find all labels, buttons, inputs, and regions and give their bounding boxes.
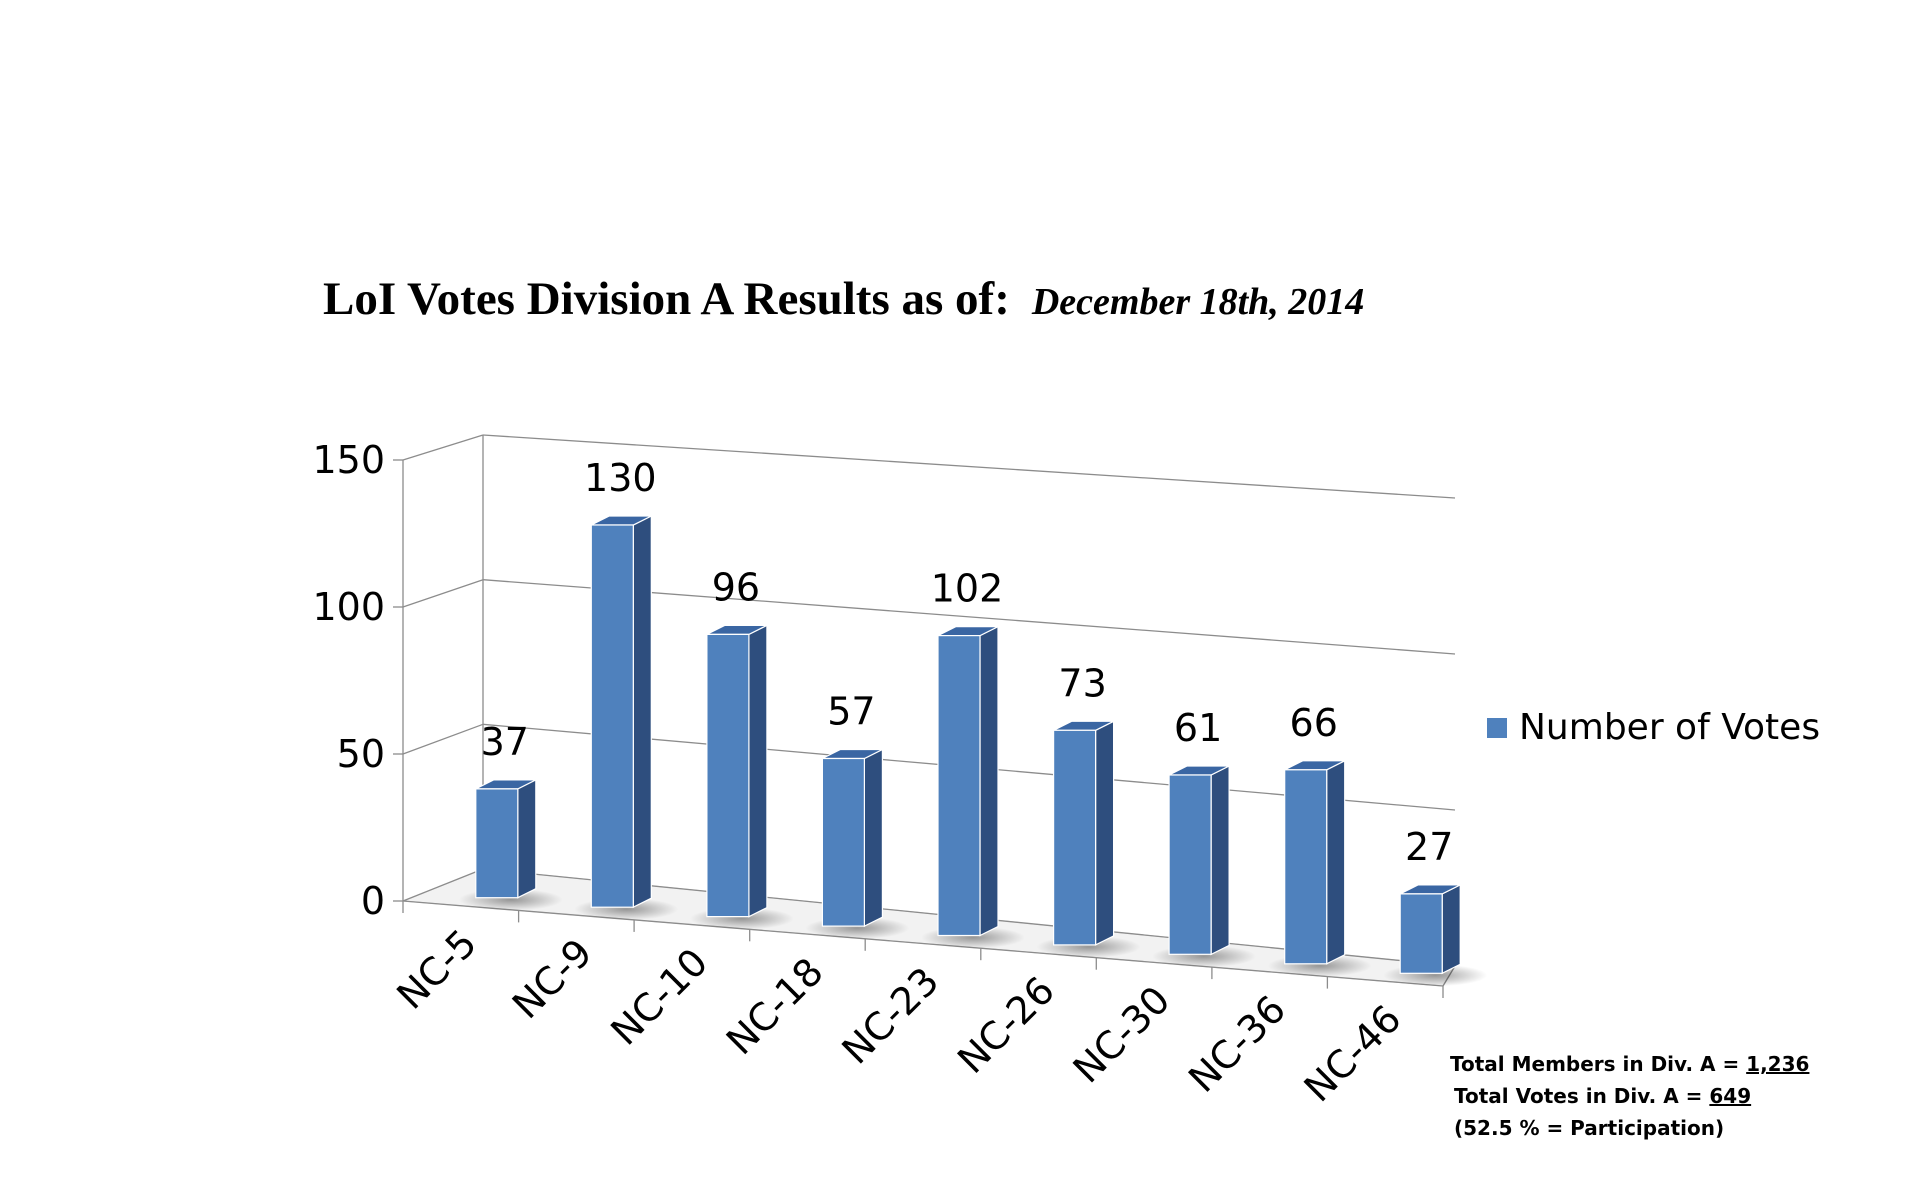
bar-NC-23 [937,625,999,937]
bar-NC-26 [1052,720,1115,946]
bar-front-NC-5 [475,788,519,899]
x-axis-line [402,900,1444,987]
bar-side-NC-30 [1210,765,1230,956]
bar-NC-10 [706,624,768,918]
total-members-label: Total Members in Div. A = [1450,1052,1747,1076]
category-label-NC-18: NC-18 [718,949,832,1063]
category-label-NC-36: NC-36 [1180,987,1294,1101]
data-label-NC-36: 66 [1290,701,1338,745]
gridline-back-150 [482,434,1456,499]
legend-label: Number of Votes [1519,707,1821,748]
bar-side-NC-18 [863,748,884,928]
bar-NC-46 [1399,883,1461,975]
bars-layer [475,515,1461,975]
category-label-NC-10: NC-10 [602,940,716,1054]
bar-NC-5 [475,778,537,899]
category-label-NC-5: NC-5 [388,921,485,1018]
bar-front-NC-10 [706,633,750,918]
bar-NC-18 [821,748,884,928]
data-label-NC-5: 37 [481,720,529,764]
bar-front-NC-9 [590,524,634,908]
data-label-NC-23: 102 [931,567,1004,611]
data-label-NC-26: 73 [1058,661,1106,705]
y-tick-label-50: 50 [337,732,385,776]
gridline-side-150 [402,434,484,461]
bar-front-NC-30 [1168,774,1212,955]
data-label-NC-18: 57 [827,690,875,734]
category-label-NC-23: NC-23 [833,959,947,1073]
bar-NC-30 [1168,765,1230,956]
bar-side-NC-5 [517,778,537,899]
bar-front-NC-23 [937,634,981,937]
y-tick-label-150: 150 [312,438,385,482]
bar-front-NC-46 [1399,893,1443,974]
legend-swatch [1487,717,1507,738]
data-label-NC-9: 130 [584,456,657,500]
chart-legend: Number of Votes [1487,707,1820,748]
gridline-side-50 [402,723,484,755]
bar-side-NC-46 [1441,883,1461,975]
gridline-side-0 [402,868,484,902]
total-members-line: Total Members in Div. A = 1,236 [1450,1048,1809,1080]
data-label-NC-10: 96 [712,565,760,609]
bar-NC-36 [1284,759,1346,965]
category-label-NC-9: NC-9 [504,930,601,1027]
totals-note: Total Members in Div. A = 1,236 Total Vo… [1450,1048,1809,1144]
bar-front-NC-18 [821,757,866,927]
bar-front-NC-36 [1284,769,1328,965]
gridline-side-100 [402,579,484,608]
total-votes-line: Total Votes in Div. A = 649 [1450,1080,1809,1112]
bar-NC-9 [590,515,652,909]
chart-title: LoI Votes Division A Results as of: Decem… [323,272,1364,326]
bar-side-NC-23 [979,625,999,937]
y-tick-label-100: 100 [312,585,385,629]
chart-title-main: LoI Votes Division A Results as of: [323,273,1010,325]
bar-side-NC-26 [1094,720,1115,946]
participation-line: (52.5 % = Participation) [1454,1116,1725,1140]
bar-side-NC-10 [748,624,768,918]
total-votes-label: Total Votes in Div. A = [1454,1084,1710,1108]
chart-title-date: December 18th, 2014 [1031,281,1365,323]
category-label-NC-46: NC-46 [1296,997,1410,1111]
total-votes-value: 649 [1709,1084,1752,1108]
bar-side-NC-9 [632,515,652,909]
data-label-NC-46: 27 [1405,825,1453,869]
category-label-NC-30: NC-30 [1065,978,1179,1092]
total-members-value: 1,236 [1746,1052,1810,1076]
category-label-NC-26: NC-26 [949,968,1063,1082]
bar-side-NC-36 [1326,759,1346,965]
bar-front-NC-26 [1052,729,1097,946]
y-tick-label-0: 0 [361,879,385,923]
data-label-NC-30: 61 [1174,706,1222,750]
